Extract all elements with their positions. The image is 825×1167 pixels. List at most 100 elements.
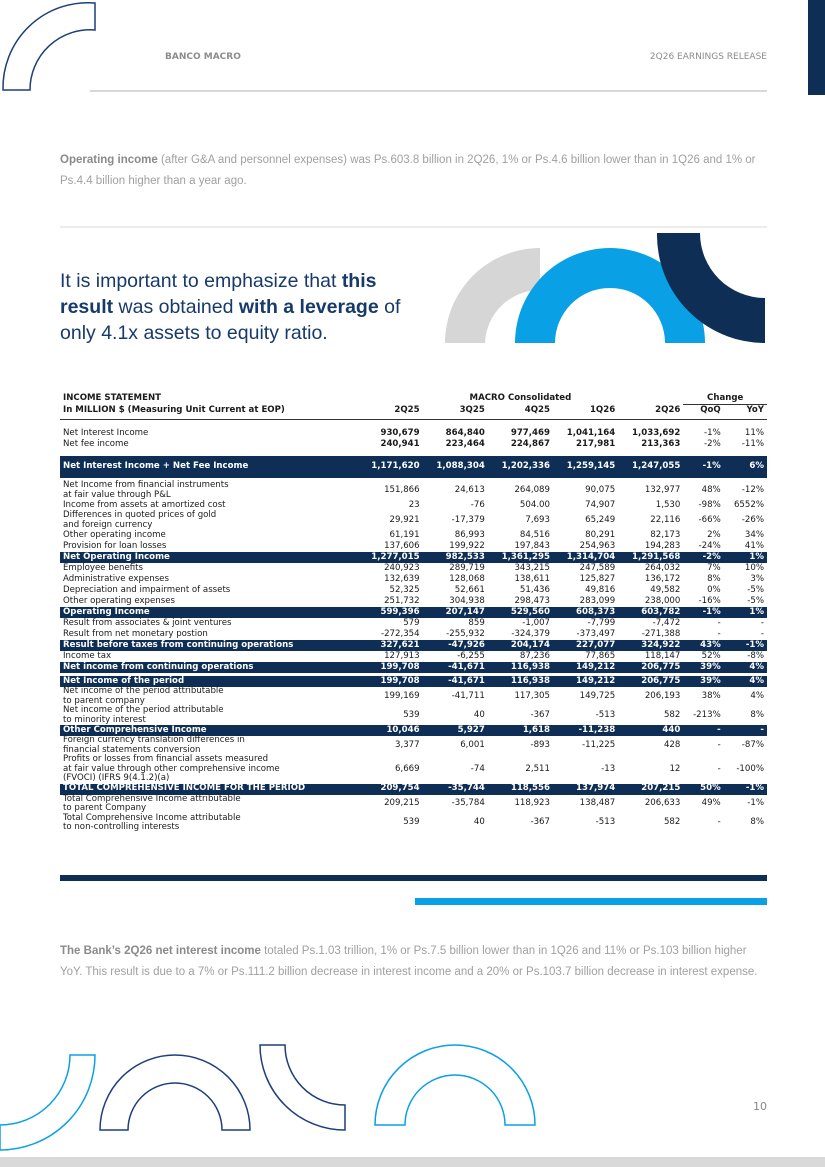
cell-value: 264,032 <box>644 562 681 573</box>
cell-value: 264,089 <box>514 484 550 495</box>
gray-arch <box>445 248 540 343</box>
cell-value: -8% <box>747 650 764 661</box>
cell-value: 7% <box>707 562 721 573</box>
cell-value: 74,907 <box>585 499 616 510</box>
cell-value: 864,840 <box>445 427 485 438</box>
table-row: Net Interest Income + Net Fee Income 1,17… <box>60 456 767 478</box>
row-label: Depreciation and impairment of assets <box>63 584 231 595</box>
cell-value: - <box>717 739 721 750</box>
cell-value: 12 <box>669 763 681 774</box>
accent-bar <box>415 898 767 905</box>
cell-value: 1,088,304 <box>422 456 488 478</box>
emphasis: with a leverage <box>238 296 379 318</box>
foot-arc <box>99 1054 251 1131</box>
cell-value: 50% <box>683 783 724 795</box>
cell-value: 289,719 <box>449 562 485 573</box>
table-row: Foreign currency translation differences… <box>60 735 767 755</box>
cell-value: 224,867 <box>510 438 550 449</box>
cell-value: -2% <box>704 438 721 449</box>
cell-value: 298,473 <box>514 595 550 606</box>
table-row: Net income from continuing operations 199… <box>60 662 767 673</box>
cell-value: -76 <box>470 499 485 510</box>
cell-value: 8% <box>750 817 764 828</box>
cell-value: 539 <box>403 817 420 828</box>
cell-value: -1% <box>747 798 764 809</box>
row-label: Employee benefits <box>63 562 144 573</box>
cell-value: 4% <box>750 690 764 701</box>
row-label: TOTAL COMPREHENSIVE INCOME FOR THE PERIO… <box>60 783 358 795</box>
cell-value: 39% <box>683 662 724 673</box>
cell-value: 118,923 <box>514 798 550 809</box>
cell-value: -213% <box>693 709 721 720</box>
row-label: Differences in quoted prices of gold and… <box>63 510 217 530</box>
cell-value: 206,633 <box>644 798 681 809</box>
cell-value: 1,259,145 <box>553 456 619 478</box>
cell-value: 39% <box>683 676 724 687</box>
cell-value: 1,277,015 <box>357 552 423 563</box>
text: of only 4.1x assets to equity ratio. <box>60 296 401 344</box>
table-row: Provision for loan losses 137,606 199,922 1… <box>60 541 767 552</box>
cell-value: -513 <box>595 817 616 828</box>
text: was obtained <box>113 296 239 318</box>
cell-value: -41,711 <box>451 690 485 701</box>
cell-value: 84,516 <box>519 529 550 540</box>
cell-value: 1,291,568 <box>618 552 684 563</box>
foot-arc <box>259 1044 346 1131</box>
cell-value: 125,827 <box>579 573 616 584</box>
cell-value: 149,212 <box>553 676 619 687</box>
cell-value: 209,215 <box>384 798 420 809</box>
cell-value: 227,077 <box>553 640 619 651</box>
table-row: Depreciation and impairment of assets 52,… <box>60 585 767 596</box>
table-title: INCOME STATEMENT <box>63 393 161 403</box>
cell-value: 1% <box>723 607 767 618</box>
table-row: Net Operating Income 1,277,015 982,533 1,36… <box>60 552 767 563</box>
cell-value: 199,169 <box>384 690 420 701</box>
foot-arc <box>0 1054 96 1151</box>
cell-value: -11,225 <box>582 739 616 750</box>
text: It is important to emphasize that <box>60 270 342 292</box>
cell-value: -6,255 <box>457 650 485 661</box>
cell-value: -17,379 <box>451 514 485 525</box>
table-row: Other Comprehensive Income 10,046 5,927 1,6… <box>60 725 767 736</box>
cell-value: 977,469 <box>510 427 550 438</box>
report-title: 2Q26 EARNINGS RELEASE <box>649 52 767 62</box>
cell-value: 238,000 <box>644 595 681 606</box>
cell-value: 7,693 <box>525 514 550 525</box>
table-row: Income from assets at amortized cost 23 -7… <box>60 500 767 511</box>
cell-value: 428 <box>663 739 681 750</box>
cell-value: -272,354 <box>380 628 420 639</box>
cell-value: 240,941 <box>380 438 420 449</box>
table-row: Net income of the period attributable to… <box>60 705 767 725</box>
table-row: Net income of the period attributable to… <box>60 686 767 706</box>
cell-value: 118,147 <box>644 650 681 661</box>
cell-value: 118,556 <box>487 783 553 795</box>
row-label: Net Interest Income + Net Fee Income <box>60 456 358 478</box>
cell-value: 207,215 <box>618 783 684 795</box>
row-label: Net fee income <box>63 438 129 449</box>
table-row: Total Comprehensive Income attributable … <box>60 794 767 814</box>
cell-value: 10% <box>744 562 764 573</box>
cell-value: 283,099 <box>579 595 616 606</box>
cell-value: -41,671 <box>422 662 488 673</box>
change-label: Change <box>683 393 767 405</box>
cell-value: -1% <box>704 427 721 438</box>
bold-lead: Operating income <box>60 154 158 166</box>
cell-value: 34% <box>744 529 764 540</box>
cell-value: 199,922 <box>449 540 485 551</box>
navy-arch <box>656 233 765 343</box>
table-row: Result before taxes from continuing oper… <box>60 640 767 651</box>
row-label: Net income of the period attributable to… <box>63 705 224 725</box>
cell-value: 603,782 <box>618 607 684 618</box>
cell-value: -98% <box>698 499 721 510</box>
cell-value: -367 <box>530 817 550 828</box>
cell-value: -5% <box>747 595 764 606</box>
cell-value: - <box>760 628 764 639</box>
cell-value: 24,613 <box>454 484 485 495</box>
cell-value: 48% <box>701 484 721 495</box>
cell-value: - <box>683 725 724 736</box>
company: BANCO MACRO <box>165 52 241 62</box>
row-label: Total Comprehensive Income attributable … <box>63 812 241 832</box>
cell-value: 149,212 <box>553 662 619 673</box>
